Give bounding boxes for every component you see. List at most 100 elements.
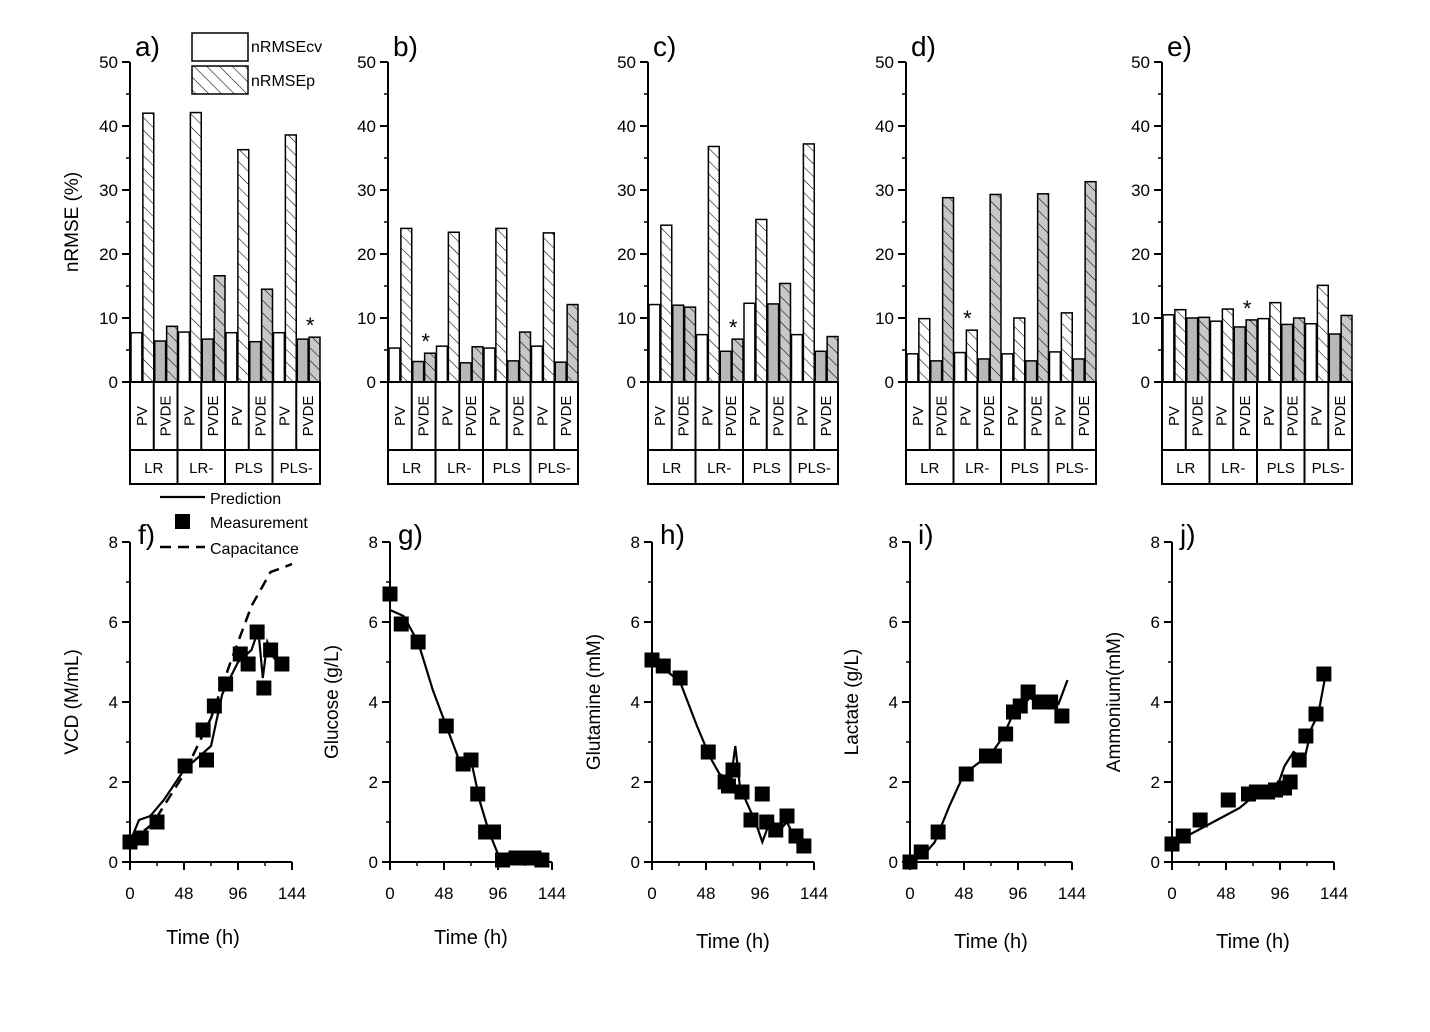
capacitance-line	[129, 562, 293, 843]
method-label: LR	[662, 460, 681, 477]
variant-label: PVDE	[771, 396, 788, 437]
y-tick-label: 40	[875, 117, 894, 136]
variant-label: PV	[1005, 406, 1022, 426]
variant-label: PV	[1261, 406, 1278, 426]
variant-label: PVDE	[253, 396, 270, 437]
legend-label-measurement: Measurement	[210, 515, 308, 532]
measurement-point	[796, 838, 812, 854]
measurement-point	[700, 744, 716, 760]
bar-nrmsep	[213, 275, 226, 383]
measurement-point	[930, 824, 946, 840]
bar-nrmsep	[1013, 317, 1026, 383]
y-tick-label: 4	[109, 693, 118, 712]
y-tick-label: 2	[109, 773, 118, 792]
y-tick-label: 40	[617, 117, 636, 136]
variant-label: PVDE	[981, 396, 998, 437]
measurement-point	[913, 844, 929, 860]
variant-label: PVDE	[1285, 396, 1302, 437]
panel-label: e)	[1167, 31, 1192, 62]
y-tick-label: 2	[889, 773, 898, 792]
measurement-point	[1043, 694, 1059, 710]
y-tick-label: 50	[617, 53, 636, 72]
x-axis-label: Time (h)	[1216, 931, 1290, 953]
bar-nrmsecv	[1328, 333, 1341, 383]
bar-nrmsecv	[388, 347, 401, 383]
measurement-point	[1175, 828, 1191, 844]
y-tick-label: 4	[889, 693, 898, 712]
bar-nrmsecv	[177, 331, 191, 383]
y-tick-label: 0	[627, 373, 636, 392]
y-tick-label: 2	[369, 773, 378, 792]
y-tick-label: 4	[631, 693, 640, 712]
x-tick-label: 144	[278, 884, 306, 903]
bar-nrmsep	[471, 346, 484, 383]
bar-nrmsecv	[201, 338, 214, 383]
measurement-point	[779, 808, 795, 824]
y-axis-label: Lactate (g/L)	[842, 649, 863, 756]
bar-nrmsecv	[1281, 323, 1294, 383]
y-tick-label: 20	[357, 245, 376, 264]
method-label: LR	[402, 460, 421, 477]
line-panel-h: 0 2 4 6 8 0 48 96 144 h) Time (h) Glutamine (mM)	[584, 519, 828, 953]
x-tick-label: 96	[751, 884, 770, 903]
bar-nrmsep	[1292, 317, 1306, 383]
measurement-point	[1282, 774, 1298, 790]
method-label: PLS	[1011, 460, 1039, 477]
measurement-point	[1316, 666, 1332, 682]
variant-label: PV	[652, 406, 669, 426]
bar-nrmsep	[447, 231, 460, 383]
variant-label: PVDE	[1237, 396, 1254, 437]
y-tick-label: 20	[1131, 245, 1150, 264]
bar-nrmsecv	[695, 333, 709, 383]
bar-nrmsep	[1174, 308, 1187, 383]
y-tick-label: 0	[109, 853, 118, 872]
measurement-point	[672, 670, 688, 686]
y-tick-label: 50	[1131, 53, 1150, 72]
measurement-point	[393, 616, 409, 632]
x-tick-label: 144	[1320, 884, 1348, 903]
y-tick-label: 8	[369, 533, 378, 552]
bar-nrmsep	[284, 134, 297, 383]
y-tick-label: 30	[99, 181, 118, 200]
y-tick-label: 8	[109, 533, 118, 552]
variant-label: PVDE	[205, 396, 222, 437]
measurement-point	[1012, 698, 1028, 714]
bar-nrmsep	[1036, 193, 1050, 383]
line-panel-f: 0 2 4 6 8 0 48 96 144 f) Time (h) VCD (M/mL)	[62, 519, 306, 949]
y-tick-label: 6	[109, 613, 118, 632]
bar-nrmsecv	[249, 340, 262, 383]
y-tick-label: 30	[617, 181, 636, 200]
method-label: LR	[920, 460, 939, 477]
variant-label: PV	[134, 406, 151, 426]
variant-label: PV	[487, 406, 504, 426]
measurement-point	[1220, 792, 1236, 808]
bar-nrmsecv	[412, 360, 425, 383]
y-tick-label: 4	[1151, 693, 1160, 712]
y-tick-label: 0	[631, 853, 640, 872]
x-tick-label: 96	[1271, 884, 1290, 903]
method-label: LR	[1176, 460, 1195, 477]
bar-nrmsep	[731, 338, 744, 383]
bar-nrmsecv	[554, 361, 567, 383]
measurement-point	[721, 778, 736, 794]
y-tick-label: 6	[369, 613, 378, 632]
variant-label: PV	[794, 406, 811, 426]
x-tick-label: 48	[1217, 884, 1236, 903]
measurement-point	[199, 752, 214, 768]
y-tick-label: 10	[617, 309, 636, 328]
bar-nrmsecv	[1048, 351, 1062, 383]
measurement-point	[463, 752, 479, 768]
bar-nrmsep	[965, 329, 978, 383]
y-tick-label: 0	[369, 853, 378, 872]
method-label: PLS-	[1312, 460, 1345, 477]
y-tick-label: 50	[99, 53, 118, 72]
variant-label: PV	[910, 406, 927, 426]
x-tick-label: 144	[538, 884, 566, 903]
variant-label: PVDE	[676, 396, 693, 437]
bar-nrmsecv	[130, 331, 143, 383]
bar-nrmsep	[1197, 316, 1211, 383]
legend-label-capacitance: Capacitance	[210, 541, 299, 558]
bar-nrmsep	[1245, 319, 1258, 383]
legend-swatch-nrmsep	[191, 65, 249, 95]
variant-label: PV	[439, 406, 456, 426]
